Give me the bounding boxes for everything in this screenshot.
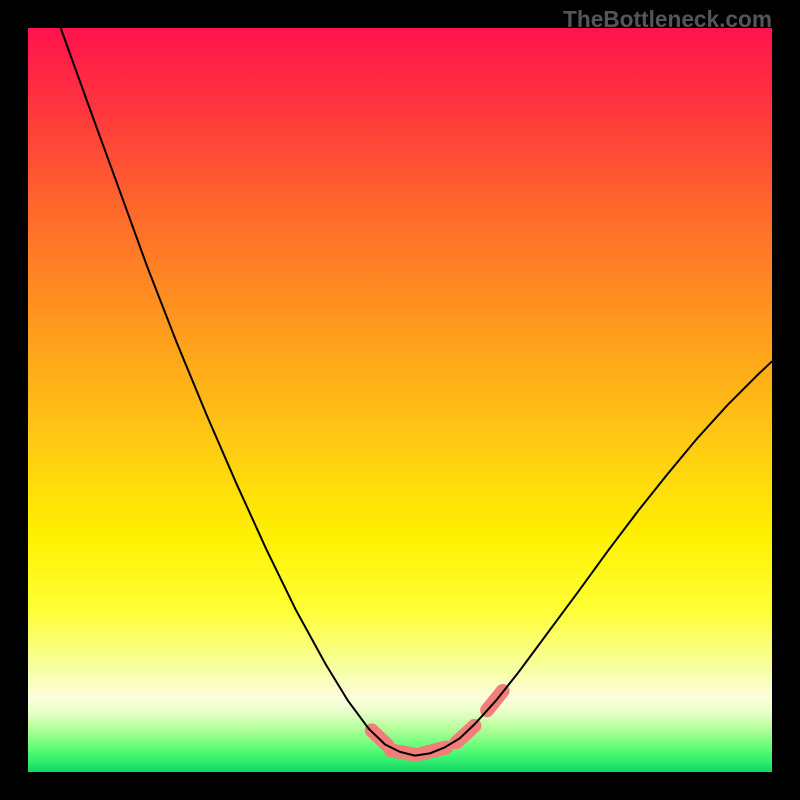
chart-background bbox=[28, 28, 772, 772]
watermark-text: TheBottleneck.com bbox=[563, 6, 772, 33]
bottleneck-curve-chart bbox=[0, 0, 800, 800]
chart-container: TheBottleneck.com bbox=[0, 0, 800, 800]
